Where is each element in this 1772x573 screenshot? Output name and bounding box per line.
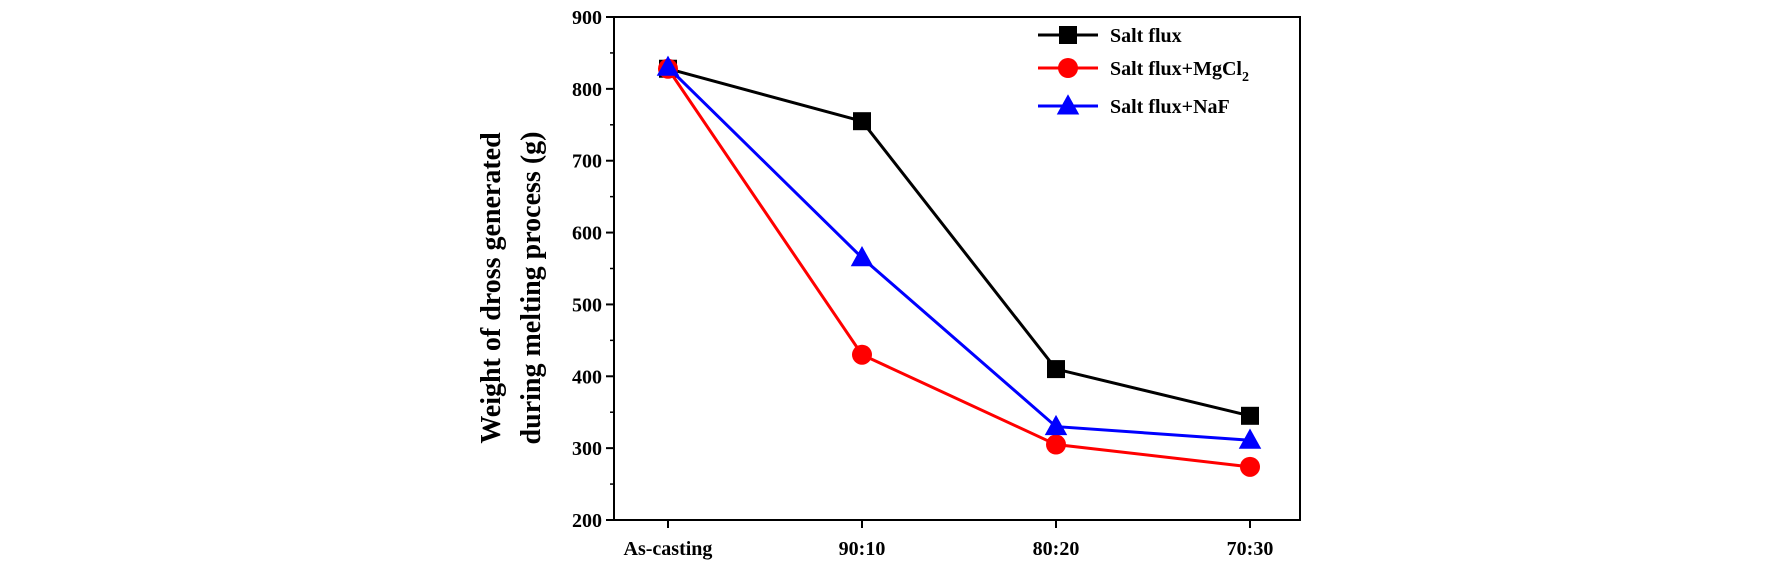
y-axis-title-line-1: Weight of dross generated (476, 132, 507, 444)
legend-entry: Salt flux+NaF (1038, 94, 1230, 118)
legend-marker (1056, 94, 1080, 115)
x-tick-label: 70:30 (1227, 538, 1274, 560)
legend: Salt flux Salt flux+MgCl2 Salt flux+NaF (1038, 25, 1249, 118)
x-tick-label: 80:20 (1033, 538, 1080, 560)
data-point (1240, 456, 1260, 477)
y-axis-title: Weight of dross generated during melting… (476, 132, 547, 445)
x-tick-label: As-casting (624, 538, 713, 560)
series-line (667, 67, 1251, 418)
series-circle (658, 58, 1260, 477)
y-axis-title-line-2: during melting process (g) (516, 132, 547, 445)
legend-label: Salt flux+NaF (1110, 96, 1230, 118)
data-point (1241, 406, 1259, 425)
y-tick-label: 900 (572, 7, 602, 29)
y-tick-label: 800 (572, 79, 602, 101)
data-point (1046, 434, 1066, 455)
legend-entry: Salt flux+MgCl2 (1038, 58, 1249, 85)
plot-frame (613, 16, 1301, 521)
data-point (852, 344, 872, 365)
data-point (1044, 414, 1068, 436)
series-line (666, 66, 1251, 442)
legend-entry: Salt flux (1038, 25, 1182, 47)
series (656, 55, 1262, 477)
legend-label-subscript: 2 (1242, 70, 1249, 85)
series-line (666, 67, 1251, 469)
y-tick-label: 300 (572, 438, 602, 460)
series-square (659, 59, 1259, 425)
legend-marker (1058, 58, 1078, 78)
data-point (1238, 428, 1262, 449)
y-tick-label: 700 (572, 151, 602, 173)
data-point (853, 112, 871, 131)
legend-label: Salt flux+MgCl2 (1110, 58, 1249, 85)
data-point (656, 55, 680, 76)
axes: 200 300 400 500 600 700 800 900 As-casting 90:10 8… (572, 7, 1301, 560)
x-tick-label: 90:10 (839, 538, 886, 560)
data-point (1047, 360, 1065, 379)
series-triangle (656, 55, 1262, 449)
y-tick-label: 600 (572, 223, 602, 245)
data-point (850, 246, 874, 267)
legend-marker (1059, 26, 1077, 44)
y-tick-label: 500 (572, 294, 602, 316)
legend-label: Salt flux (1110, 25, 1182, 47)
y-tick-label: 400 (572, 366, 602, 388)
y-tick-label: 200 (572, 510, 602, 532)
